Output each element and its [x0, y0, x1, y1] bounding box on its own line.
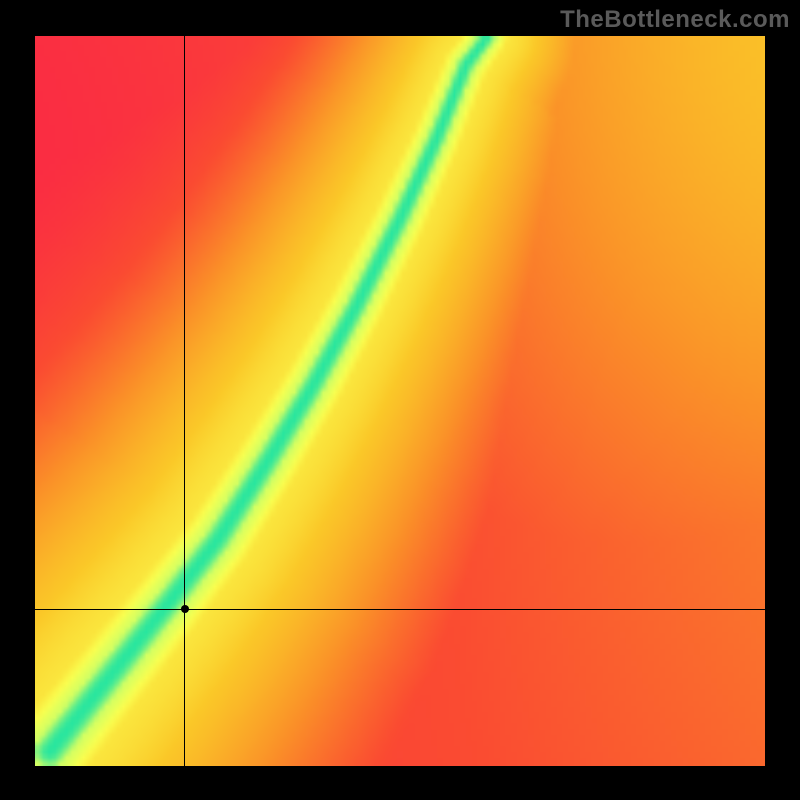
- crosshair-vertical: [184, 36, 185, 766]
- crosshair-horizontal: [35, 609, 765, 610]
- crosshair-marker-dot: [181, 605, 189, 613]
- heatmap-canvas: [35, 36, 765, 766]
- watermark-text: TheBottleneck.com: [560, 6, 790, 34]
- heatmap-plot: [35, 36, 765, 766]
